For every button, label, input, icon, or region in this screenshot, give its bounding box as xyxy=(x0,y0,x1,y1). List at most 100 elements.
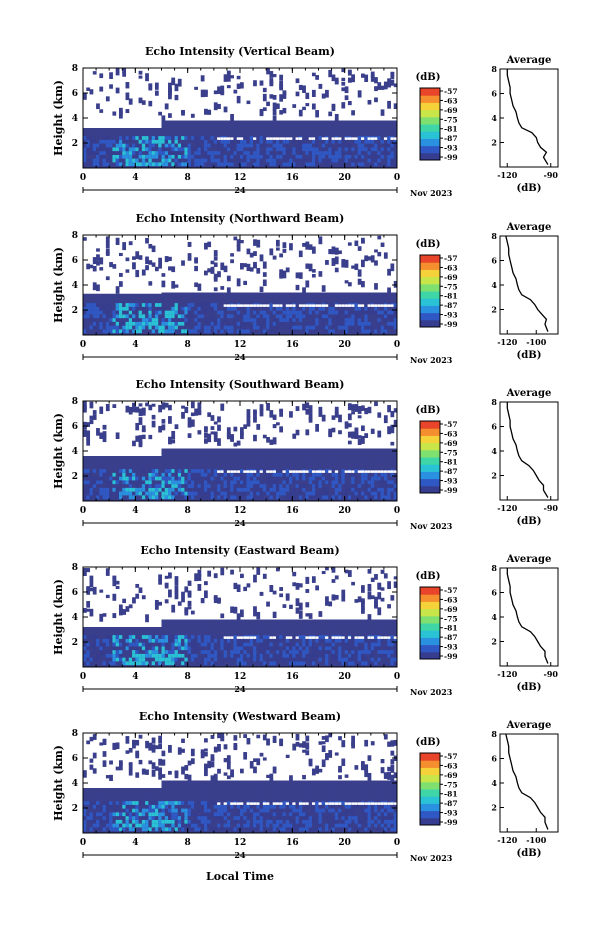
heatmap-cell xyxy=(384,415,388,423)
heatmap-gap xyxy=(364,470,368,473)
heatmap-cell xyxy=(139,162,143,166)
heatmap-cell xyxy=(194,311,198,315)
heatmap-cell xyxy=(126,824,130,828)
heatmap-cell xyxy=(126,82,130,88)
heatmap-cell xyxy=(90,737,94,741)
heatmap-cell xyxy=(155,766,159,771)
heatmap-cell xyxy=(227,329,231,333)
heatmap-cell xyxy=(175,484,179,488)
heatmap-cell xyxy=(158,816,162,820)
heatmap-cell xyxy=(162,643,166,647)
heatmap-cell xyxy=(178,314,182,318)
heatmap-cell xyxy=(312,322,316,326)
heatmap-cell xyxy=(126,820,130,824)
heatmap-cell xyxy=(106,144,110,148)
heatmap-cell xyxy=(165,403,169,408)
heatmap-cell xyxy=(145,769,149,774)
heatmap-cell xyxy=(240,650,244,654)
heatmap-cell xyxy=(276,311,280,315)
heatmap-cell xyxy=(364,433,368,438)
heatmap-gap xyxy=(266,137,270,140)
heatmap-gap xyxy=(230,636,234,639)
heatmap-cell xyxy=(194,824,198,828)
heatmap-cell xyxy=(211,155,215,159)
heatmap-gap xyxy=(312,470,316,473)
heatmap-cell xyxy=(354,488,358,492)
heatmap-cell xyxy=(332,428,336,433)
average-title: Average xyxy=(506,55,552,66)
heatmap-cell xyxy=(377,318,381,322)
heatmap-cell xyxy=(269,646,273,650)
heatmap-cell xyxy=(322,781,326,834)
heatmap-cell xyxy=(250,650,254,654)
heatmap-cell xyxy=(289,314,293,318)
heatmap-cell xyxy=(322,759,326,767)
heatmap-cell xyxy=(152,809,156,813)
heatmap-cell xyxy=(168,473,172,477)
heatmap-cell xyxy=(90,643,94,647)
heatmap-cell xyxy=(90,162,94,166)
heatmap-cell xyxy=(299,583,303,587)
heatmap-cell xyxy=(90,420,94,424)
heatmap-cell xyxy=(387,646,391,650)
heatmap-cell xyxy=(325,658,329,662)
heatmap-cell xyxy=(332,816,336,820)
heatmap-cell xyxy=(233,643,237,647)
heatmap-cell xyxy=(374,86,378,91)
heatmap-cell xyxy=(269,495,273,499)
heatmap-cell xyxy=(335,151,339,155)
heatmap-cell xyxy=(299,314,303,318)
heatmap-cell xyxy=(96,311,100,315)
heatmap-cell xyxy=(237,650,241,654)
heatmap-cell xyxy=(109,329,113,333)
heatmap-cell xyxy=(126,805,130,809)
heatmap-cell xyxy=(358,151,362,155)
heatmap-cell xyxy=(217,162,221,166)
heatmap-cell xyxy=(204,643,208,647)
heatmap-cell xyxy=(106,650,110,654)
heatmap-cell xyxy=(368,322,372,326)
heatmap-cell xyxy=(279,274,283,279)
heatmap-cell xyxy=(332,155,336,159)
heatmap-cell xyxy=(132,159,136,163)
heatmap-cell xyxy=(368,159,372,163)
heatmap-cell xyxy=(361,606,365,610)
heatmap-cell xyxy=(220,140,224,144)
heatmap-cell xyxy=(292,151,296,155)
heatmap-cell xyxy=(175,809,179,813)
heatmap-cell xyxy=(263,469,267,473)
heatmap-cell xyxy=(384,147,388,151)
heatmap-cell xyxy=(243,824,247,828)
heatmap-cell xyxy=(227,276,231,282)
heatmap-cell xyxy=(119,147,123,151)
y-tick-label: 4 xyxy=(72,447,78,457)
heatmap-cell xyxy=(381,109,385,115)
heatmap-cell xyxy=(256,488,260,492)
heatmap-gap xyxy=(224,802,228,805)
heatmap-cell xyxy=(207,155,211,159)
heatmap-cell xyxy=(152,770,156,777)
heatmap-cell xyxy=(220,286,224,290)
heatmap-cell xyxy=(253,816,257,820)
heatmap-cell xyxy=(345,495,349,499)
heatmap-cell xyxy=(181,592,185,598)
heatmap-cell xyxy=(312,147,316,151)
heatmap-cell xyxy=(387,159,391,163)
heatmap-cell xyxy=(286,809,290,813)
heatmap-cell xyxy=(279,151,283,155)
heatmap-cell xyxy=(227,755,231,763)
heatmap-cell xyxy=(214,573,218,578)
heatmap-cell xyxy=(194,322,198,326)
heatmap-cell xyxy=(260,109,264,116)
heatmap-cell xyxy=(181,322,185,326)
heatmap-cell xyxy=(204,661,208,665)
heatmap-cell xyxy=(148,816,152,820)
heatmap-cell xyxy=(233,237,237,241)
heatmap-cell xyxy=(93,266,97,271)
heatmap-cell xyxy=(145,643,149,647)
heatmap-cell xyxy=(135,805,139,809)
heatmap-cell xyxy=(214,274,218,282)
heatmap-cell xyxy=(283,480,287,484)
average-y-tick-label: 4 xyxy=(491,446,497,456)
heatmap-cell xyxy=(106,303,110,307)
